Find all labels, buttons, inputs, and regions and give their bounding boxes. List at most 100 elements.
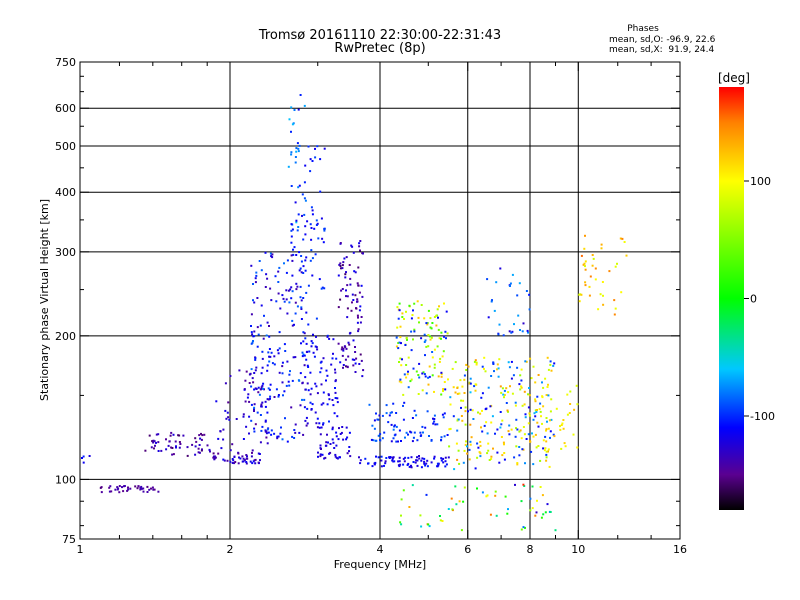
echo-point [388,456,391,459]
echo-point [424,354,426,357]
echo-point [316,426,319,429]
echo-point [351,301,353,304]
echo-point [289,288,292,291]
echo-point [460,399,463,402]
echo-point [416,464,419,467]
echo-point [436,462,439,465]
echo-point [381,414,384,417]
echo-point [380,459,383,462]
echo-point [531,485,534,488]
echo-point [349,277,352,280]
echo-point [341,346,344,349]
echo-point [261,350,264,353]
echo-point [392,437,395,440]
echo-point [273,355,276,358]
echo-point [265,436,268,439]
echo-point [584,281,587,284]
colorbar-ticks: 100 0 -100 [744,175,775,423]
echo-point [151,440,154,443]
echo-point [342,438,345,441]
echo-point [550,418,553,421]
echo-point [238,456,240,459]
echo-point [254,462,257,465]
echo-point [561,422,564,425]
echo-point [251,377,254,380]
echo-point [288,373,291,376]
echo-point [354,294,357,297]
echo-point [311,342,314,345]
echo-point [542,386,545,389]
echo-point [396,306,399,309]
echo-point [197,447,200,450]
echo-point [532,435,535,438]
echo-point [320,367,323,370]
echo-point [422,371,425,374]
echo-point [148,434,151,437]
echo-point [547,368,550,371]
echo-point [314,156,317,159]
echo-point [468,458,471,461]
echo-point [416,439,419,442]
echo-point [310,387,313,390]
echo-point [355,357,358,360]
echo-point [294,356,297,359]
echo-point [215,400,218,403]
echo-point [602,294,604,297]
echo-point [359,462,362,465]
echo-point [295,150,298,153]
echo-point [325,444,328,447]
echo-point [547,394,550,397]
echo-point [528,293,531,296]
echo-point [256,326,259,329]
echo-point [441,413,444,416]
echo-point [277,435,280,438]
echo-point [294,201,297,204]
echo-point [562,427,565,430]
echo-point [270,299,273,302]
echo-point [248,415,251,418]
echo-point [406,338,408,341]
echo-point [291,290,294,293]
echo-point [194,445,197,448]
echo-point [492,363,495,365]
echo-point [428,365,431,368]
echo-point [616,262,618,265]
echo-point [444,388,447,391]
echo-point [314,147,316,150]
echo-point [433,390,435,393]
echo-point [465,363,468,366]
echo-point [420,525,423,528]
echo-point [456,458,459,461]
echo-point [328,398,331,401]
echo-point [542,405,545,408]
echo-point [243,388,246,391]
echo-point [600,243,603,246]
echo-point [520,437,523,440]
echo-point [345,347,348,350]
echo-point [359,305,362,308]
echo-point [297,213,300,216]
echo-point [455,442,458,445]
echo-point [433,420,436,423]
echo-point [217,452,220,455]
echo-point [266,442,269,445]
echo-point [330,363,333,366]
echo-point [305,291,308,294]
echo-point [219,430,222,433]
echo-point [253,408,255,411]
echo-point [259,441,262,444]
echo-point [599,293,602,296]
echo-point [463,374,466,377]
echo-point [152,439,155,442]
echo-point [359,249,361,252]
echo-point [300,342,302,345]
echo-point [226,459,229,462]
echo-point [318,426,321,429]
echo-point [526,329,529,332]
echo-point [425,345,428,348]
echo-point [503,452,506,454]
echo-point [82,455,85,458]
echo-point [395,336,398,339]
echo-point [400,440,402,442]
echo-point [412,309,414,312]
